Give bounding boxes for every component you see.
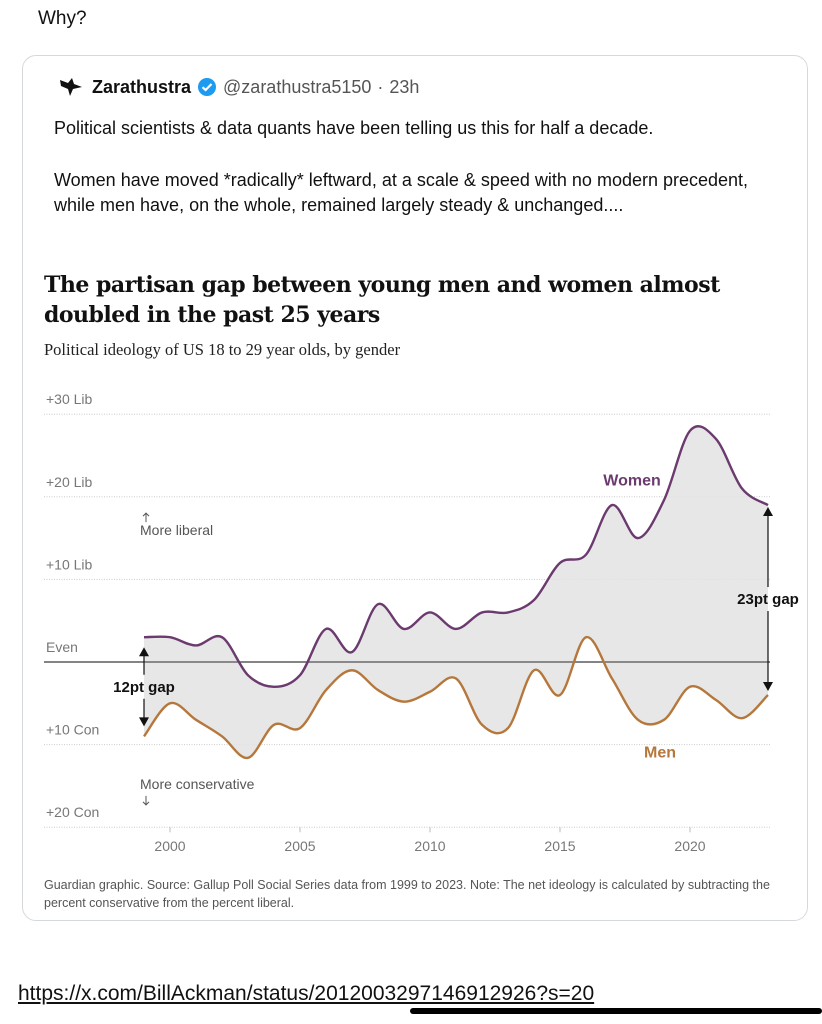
y-tick-label: +10 Con: [46, 722, 99, 738]
scrollbar[interactable]: [410, 1008, 822, 1014]
chart-subtitle: Political ideology of US 18 to 29 year o…: [44, 340, 401, 359]
status-link[interactable]: https://x.com/BillAckman/status/20120032…: [18, 982, 595, 1005]
line-chart: +30 Lib +20 Lib +10 Lib Even +10 Con +20 Con 2…: [44, 391, 799, 854]
separator-dot: ·: [377, 76, 384, 97]
tweet-header: Zarathustra @zarathustra5150 · 23h: [58, 76, 419, 98]
series-label-women: Women: [603, 473, 660, 490]
author-handle[interactable]: @zarathustra5150: [223, 76, 372, 97]
gap-area: [144, 426, 768, 758]
arrow-down-icon: [142, 795, 150, 806]
x-tick-label: 2010: [414, 838, 445, 854]
x-tick-label: 2005: [284, 838, 315, 854]
more-conservative-label: More conservative: [140, 776, 255, 792]
tweet-text-paragraph: Women have moved *radically* leftward, a…: [54, 170, 749, 215]
chart-source-note: Guardian graphic. Source: Gallup Poll So…: [44, 878, 770, 910]
y-tick-label: Even: [46, 639, 78, 655]
post-caption: Why?: [38, 8, 87, 29]
series-label-men: Men: [644, 745, 676, 762]
y-tick-label: +10 Lib: [46, 556, 93, 572]
y-tick-label: +30 Lib: [46, 391, 93, 407]
verified-badge-icon: [198, 78, 217, 96]
chart-title: The partisan gap between young men and w…: [44, 272, 720, 328]
arrow-up-icon: [142, 512, 150, 523]
x-tick-label: 2020: [674, 838, 705, 854]
gap-label-start: 12pt gap: [113, 679, 175, 696]
avatar[interactable]: [58, 76, 84, 98]
x-tick-label: 2000: [154, 838, 185, 854]
tweet-time[interactable]: 23h: [389, 76, 420, 97]
y-tick-label: +20 Lib: [46, 474, 93, 490]
gap-label-end: 23pt gap: [737, 591, 799, 608]
arrow-up-icon: [139, 647, 149, 657]
arrow-down-icon: [139, 717, 149, 727]
author-name[interactable]: Zarathustra: [92, 76, 192, 97]
arrow-down-icon: [763, 682, 773, 692]
y-tick-label: +20 Con: [46, 804, 99, 820]
more-liberal-label: More liberal: [140, 522, 213, 538]
quoted-tweet-card[interactable]: [22, 55, 808, 921]
x-tick-label: 2015: [544, 838, 575, 854]
tweet-text-paragraph: Political scientists & data quants have …: [54, 118, 654, 138]
arrow-up-icon: [763, 507, 773, 517]
